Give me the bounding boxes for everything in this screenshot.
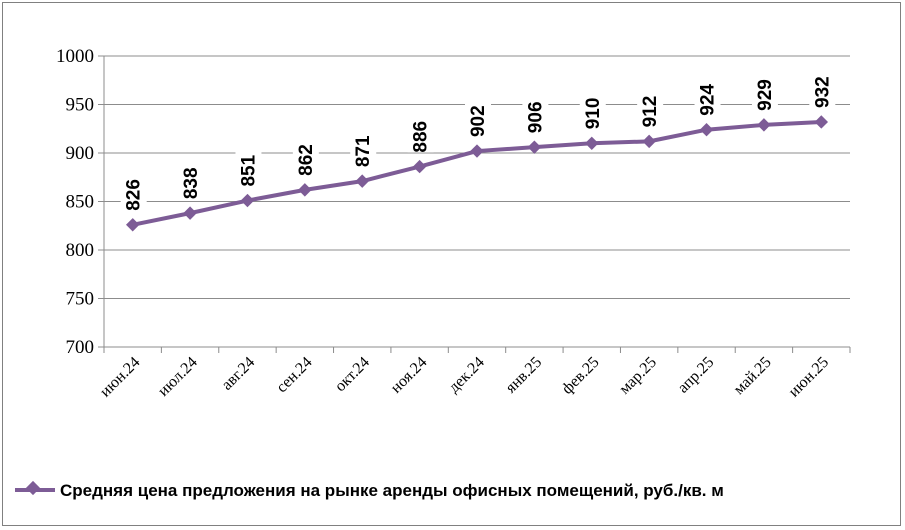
gridlines [104,55,850,299]
x-tick-label: фев.25 [559,354,603,398]
axes [98,55,851,353]
data-point [814,115,829,129]
x-tick-label: авг.24 [218,354,258,394]
x-tick-label: ноя.24 [388,354,431,397]
data-label-bg [465,93,491,138]
x-tick-label: дек.24 [445,354,487,396]
data-label: 862 [296,144,317,176]
x-tick-label: янв.25 [502,354,545,397]
x-tick-label: июн.25 [785,354,832,401]
data-label-bg [178,155,205,200]
data-label-bg [522,89,549,134]
data-point [125,218,140,232]
x-tick-label: май.25 [730,354,774,398]
data-label-bg [751,66,778,111]
data-label: 906 [525,101,546,133]
data-point [355,174,369,188]
data-point [585,136,599,151]
data-label: 826 [124,179,145,211]
x-tick-labels: июн.24 июл.24 авг.24 сен.24 окт.24 ноя.24 дек.… [97,354,832,401]
data-label-bg [407,108,434,153]
x-tick-label: июл.24 [155,354,201,400]
data-label: 902 [468,105,489,137]
data-point [240,193,255,208]
data-point [183,206,197,220]
data-label-bg [809,63,836,108]
data-label-bg [350,123,377,168]
y-tick-labels: 700 750 800 850 900 950 1000 [56,46,94,358]
data-label: 924 [698,84,719,116]
data-label: 932 [812,76,833,108]
legend-marker [25,480,41,496]
x-tick-label: сен.24 [273,354,315,396]
y-tick-label: 1000 [56,46,94,67]
legend-label: Средняя цена предложения на рынке аренды… [60,481,724,500]
y-tick-label: 950 [66,95,95,116]
data-label: 929 [755,79,776,111]
data-label: 912 [640,96,661,128]
data-point [298,183,312,197]
data-labels: 826 838 851 862 871 886 902 906 910 912 924 929 932 [120,63,836,211]
data-point [527,140,542,154]
data-label: 838 [181,167,202,199]
x-tick-label: апр.25 [675,354,718,397]
data-label-bg [694,71,721,116]
y-tick-label: 900 [66,143,95,164]
y-tick-label: 700 [66,337,95,358]
data-label-bg [235,142,262,187]
data-point [470,144,484,158]
data-label: 871 [353,135,374,167]
y-tick-label: 800 [66,240,95,261]
y-tick-label: 750 [66,289,95,310]
y-tick-label: 850 [66,192,95,213]
legend: Средняя цена предложения на рынке аренды… [15,480,724,500]
series [125,115,829,232]
x-tick-label: июн.24 [97,354,144,401]
data-point [412,159,427,174]
data-label: 851 [238,154,259,186]
data-label: 910 [583,98,604,130]
data-label-bg [292,131,319,176]
data-label-bg [637,83,664,128]
x-tick-label: мар.25 [616,354,660,398]
data-point [642,134,656,149]
data-label-bg [120,166,147,211]
x-tick-label: окт.24 [332,354,373,395]
data-point [757,118,771,132]
data-label-bg [579,85,606,130]
data-point [699,123,714,137]
data-label: 886 [411,121,432,153]
